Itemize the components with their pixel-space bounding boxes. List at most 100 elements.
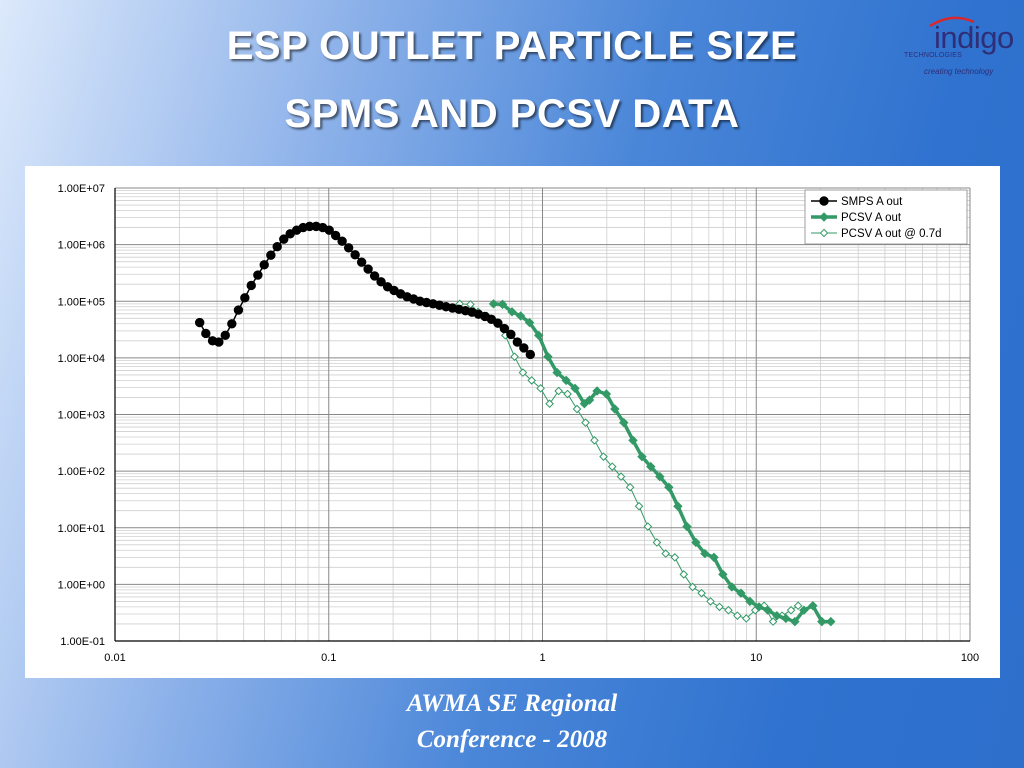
data-point-series-0 xyxy=(356,257,367,267)
data-point-series-2 xyxy=(590,436,599,445)
data-point-series-2 xyxy=(545,399,554,409)
data-point-series-1 xyxy=(691,537,701,548)
data-point-series-0 xyxy=(350,250,360,260)
logo-subtitle: TECHNOLOGIES xyxy=(904,52,963,59)
data-point-series-1 xyxy=(579,399,590,409)
logo-tagline: creating technology xyxy=(924,67,994,76)
data-point-series-1 xyxy=(646,461,656,472)
data-point-series-0 xyxy=(194,317,205,328)
data-point-series-2 xyxy=(661,549,671,558)
data-point-series-1 xyxy=(524,317,535,328)
y-tick-label: 1.00E+05 xyxy=(58,296,105,308)
data-point-series-2 xyxy=(733,611,742,620)
data-point-series-1 xyxy=(817,616,827,627)
data-point-series-2 xyxy=(554,386,563,396)
data-point-series-2 xyxy=(599,452,608,461)
legend-swatch-marker xyxy=(819,212,829,222)
data-point-series-2 xyxy=(572,404,582,414)
data-point-series-1 xyxy=(515,311,526,321)
data-point-series-0 xyxy=(337,236,347,246)
data-point-series-1 xyxy=(570,383,580,394)
data-point-series-2 xyxy=(616,472,626,481)
data-point-series-1 xyxy=(727,582,737,592)
y-tick-label: 1.00E+00 xyxy=(58,579,105,591)
data-point-series-2 xyxy=(643,522,653,531)
data-point-series-1 xyxy=(826,616,836,627)
legend-swatch-marker xyxy=(819,196,829,206)
data-point-series-2 xyxy=(768,617,778,626)
data-point-series-1 xyxy=(628,435,638,446)
data-point-series-0 xyxy=(279,234,289,244)
data-point-series-2 xyxy=(625,482,635,492)
slide-title-line2: SPMS AND PCSV DATA xyxy=(284,92,740,136)
data-point-series-2 xyxy=(536,384,545,393)
data-point-series-2 xyxy=(518,368,528,377)
data-point-series-1 xyxy=(655,471,665,482)
data-point-series-0 xyxy=(214,337,224,347)
x-tick-label: 1 xyxy=(539,652,545,664)
y-tick-label: 1.00E+06 xyxy=(58,240,105,252)
data-point-series-2 xyxy=(715,602,724,612)
data-point-series-0 xyxy=(259,260,269,270)
data-point-series-1 xyxy=(682,521,692,532)
data-point-series-2 xyxy=(688,582,697,592)
data-point-series-0 xyxy=(376,277,386,287)
data-point-series-1 xyxy=(700,548,710,559)
data-point-series-1 xyxy=(673,501,683,511)
data-point-series-1 xyxy=(619,417,629,428)
data-point-series-0 xyxy=(227,319,237,329)
data-point-series-1 xyxy=(497,299,508,310)
data-point-series-1 xyxy=(781,613,791,624)
footer-line2: Conference - 2008 xyxy=(416,726,608,753)
y-tick-label: 1.00E+01 xyxy=(58,523,105,535)
data-point-series-2 xyxy=(510,352,519,361)
chart-panel: 0.01 0.1 1 10 100 1.00E-01 1.00E+00 1.00E+01 1.0… xyxy=(25,166,1000,678)
data-point-series-0 xyxy=(499,323,510,334)
data-point-series-0 xyxy=(519,343,529,353)
data-point-series-1 xyxy=(772,610,782,621)
data-point-series-0 xyxy=(369,271,380,281)
data-point-series-0 xyxy=(324,225,334,235)
y-tick-label: 1.00E+04 xyxy=(58,353,105,365)
legend-label: SMPS A out xyxy=(841,196,903,208)
legend-swatch-marker xyxy=(819,228,829,238)
data-point-series-1 xyxy=(592,386,602,396)
data-point-series-0 xyxy=(512,337,523,347)
data-point-series-1 xyxy=(561,375,571,386)
x-tick-label: 0.01 xyxy=(104,652,125,664)
data-point-series-0 xyxy=(330,230,341,241)
data-point-series-1 xyxy=(601,389,612,399)
slide-title-line1: ESP OUTLET PARTICLE SIZE xyxy=(226,24,798,68)
data-point-series-0 xyxy=(266,250,276,260)
data-point-series-2 xyxy=(724,605,733,615)
data-point-series-2 xyxy=(706,597,715,606)
data-point-series-1 xyxy=(552,367,562,378)
logo-arc-icon xyxy=(929,16,975,28)
x-tick-label: 0.1 xyxy=(321,652,336,664)
data-point-series-2 xyxy=(679,570,689,579)
data-point-series-0 xyxy=(201,328,211,339)
data-point-series-0 xyxy=(525,349,536,360)
data-point-series-1 xyxy=(718,569,728,580)
data-point-series-1 xyxy=(754,602,764,612)
data-point-series-1 xyxy=(736,588,746,598)
data-point-series-2 xyxy=(793,601,803,611)
legend-label: PCSV A out @ 0.7d xyxy=(841,228,942,240)
data-point-series-0 xyxy=(343,243,354,253)
data-point-series-0 xyxy=(253,270,263,280)
data-point-series-0 xyxy=(240,293,250,303)
data-point-series-1 xyxy=(637,451,647,462)
data-point-series-2 xyxy=(581,418,590,427)
y-tick-label: 1.00E+03 xyxy=(58,410,105,422)
data-point-series-1 xyxy=(664,482,674,492)
data-point-series-1 xyxy=(534,330,544,341)
particle-size-chart: 0.01 0.1 1 10 100 1.00E-01 1.00E+00 1.00E+01 1.0… xyxy=(58,183,980,664)
data-point-series-1 xyxy=(763,605,773,615)
legend-label: PCSV A out xyxy=(841,212,902,224)
data-point-series-1 xyxy=(790,616,800,627)
y-tick-label: 1.00E+02 xyxy=(58,466,105,478)
data-point-series-2 xyxy=(697,588,706,598)
y-tick-label: 1.00E-01 xyxy=(60,636,105,648)
data-point-series-1 xyxy=(488,299,499,309)
data-point-series-2 xyxy=(634,501,644,511)
